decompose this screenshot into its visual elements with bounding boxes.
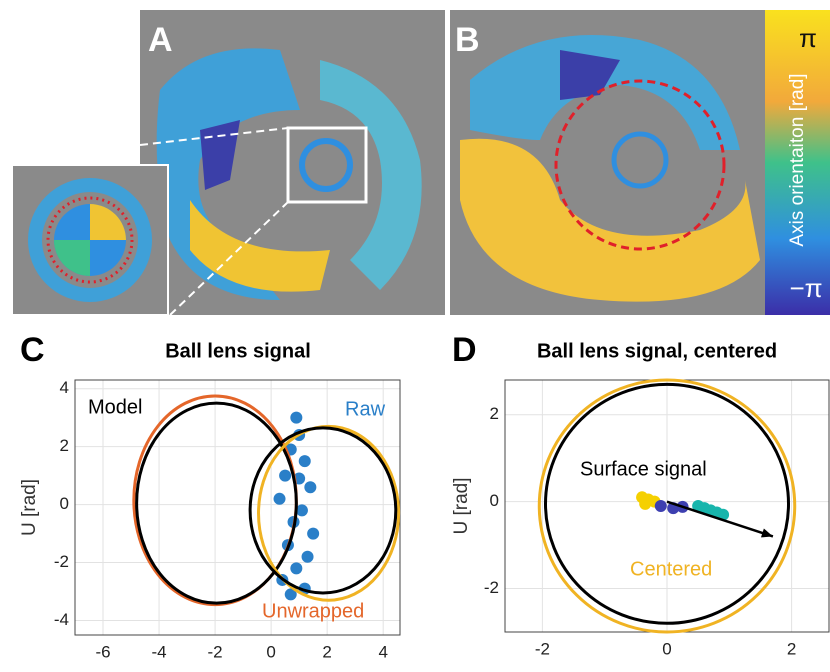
y-tick-label: 2: [60, 436, 69, 455]
x-tick-label: 2: [787, 639, 796, 658]
x-tick-label: -2: [208, 642, 223, 661]
image-a: [140, 10, 445, 315]
y-tick-label: 2: [490, 404, 499, 423]
point: [307, 528, 319, 540]
annotation: Unwrapped: [262, 600, 364, 622]
y-tick-label: -2: [54, 552, 69, 571]
colorbar-min: −π: [789, 273, 822, 303]
series-label: Surface signal: [580, 458, 707, 480]
panel-label: D: [452, 331, 477, 369]
point: [302, 551, 314, 563]
figure: A B C D π −π Axis orientaiton [rad] -6 -4…: [0, 0, 830, 667]
panel-label: B: [455, 21, 480, 59]
point: [290, 412, 302, 424]
annotation: Model: [88, 396, 142, 418]
point: [279, 470, 291, 482]
x-tick-label: 0: [266, 642, 275, 661]
panel-label: A: [148, 21, 173, 59]
y-tick-label: -2: [484, 578, 499, 597]
point: [290, 562, 302, 574]
colorbar-max: π: [799, 23, 817, 53]
y-axis-label: U [rad]: [451, 477, 472, 534]
series-label: Raw: [345, 398, 386, 420]
x-tick-label: -2: [535, 639, 550, 658]
point: [299, 455, 311, 467]
point: [304, 481, 316, 493]
chart-title: Ball lens signal, centered: [537, 340, 777, 362]
y-axis-label: U [rad]: [19, 479, 40, 536]
x-tick-label: 4: [378, 642, 387, 661]
point: [655, 500, 667, 512]
series-label: Centered: [630, 558, 712, 580]
y-tick-label: -4: [54, 610, 69, 629]
colorbar-label: Axis orientaiton [rad]: [787, 73, 808, 246]
y-tick-label: 0: [60, 494, 69, 513]
point: [274, 493, 286, 505]
y-tick-label: 4: [60, 378, 69, 397]
x-tick-label: -6: [95, 642, 110, 661]
point: [639, 498, 651, 510]
panel-label: C: [20, 331, 45, 369]
image-b: [450, 10, 830, 315]
chart-title: Ball lens signal: [165, 340, 311, 362]
x-tick-label: -4: [151, 642, 166, 661]
x-tick-label: 2: [322, 642, 331, 661]
x-tick-label: 0: [662, 639, 671, 658]
y-tick-label: 0: [490, 491, 499, 510]
